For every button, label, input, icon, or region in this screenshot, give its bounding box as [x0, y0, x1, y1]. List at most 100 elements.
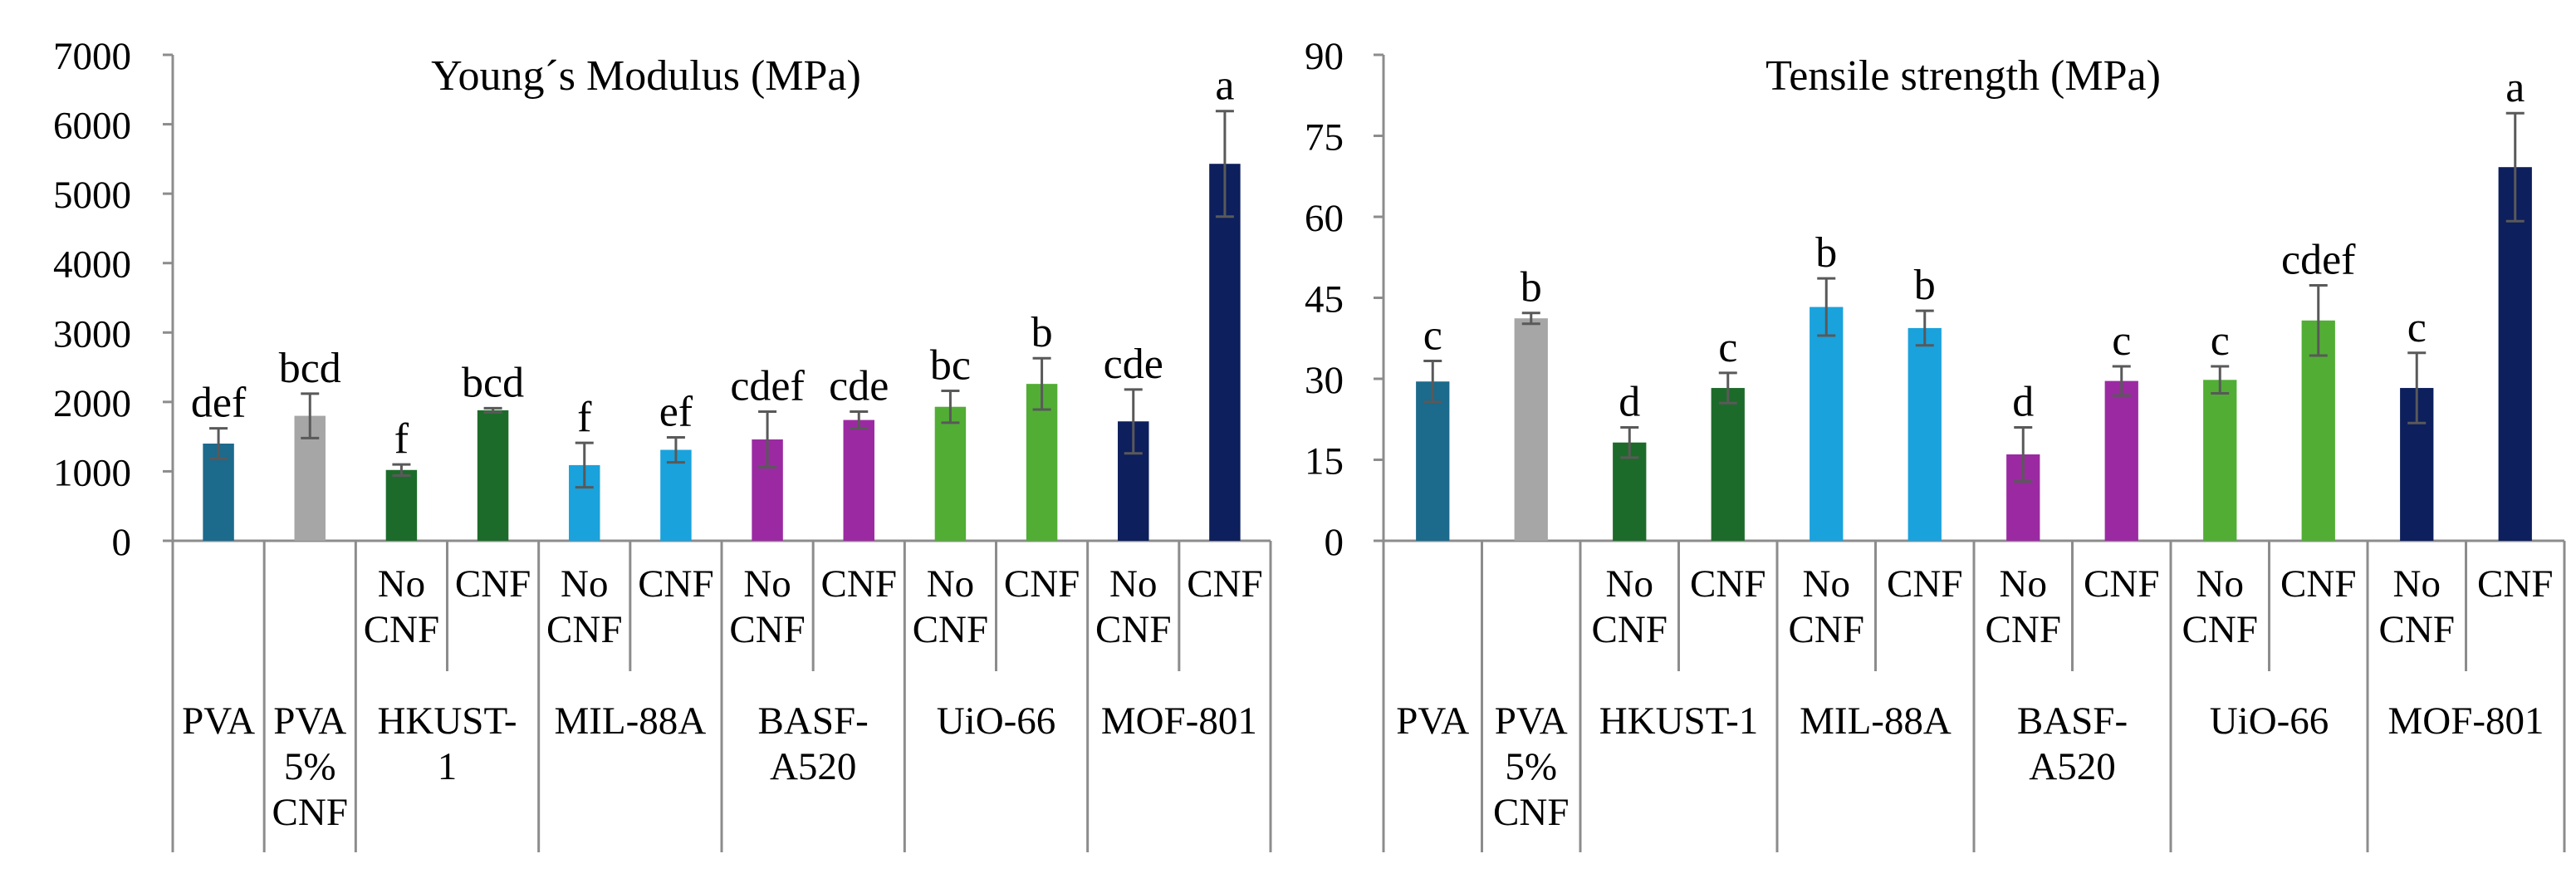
bar-sublabel: CNF — [2280, 562, 2356, 606]
group-label: HKUST-1 — [377, 699, 517, 788]
bar — [1613, 442, 1647, 541]
significance-letter: bcd — [462, 359, 524, 406]
group-label-line: MOF-801 — [2387, 699, 2544, 743]
bar-sublabel: No CNF — [364, 562, 439, 651]
group-label-line: CNF — [272, 791, 348, 834]
bar-sublabel-line: No — [1606, 562, 1653, 606]
y-tick-label: 0 — [112, 521, 132, 564]
bar — [1711, 388, 1745, 541]
group-label-line: PVA — [1396, 699, 1469, 743]
significance-letter: cde — [1104, 341, 1163, 388]
bar-sublabel-line: CNF — [2379, 608, 2455, 651]
group-label-line: PVA — [1495, 699, 1568, 743]
y-tick-label: 7000 — [53, 35, 131, 78]
group-label-line: UiO-66 — [937, 699, 1056, 743]
bar-sublabel-line: CNF — [1789, 608, 1864, 651]
group-label: MOF-801 — [1101, 699, 1257, 743]
bar — [660, 449, 692, 541]
bar — [1209, 164, 1241, 541]
bar-sublabel-line: CNF — [913, 608, 988, 651]
group-label-line: 1 — [438, 745, 458, 788]
bar-sublabel: No CNF — [546, 562, 622, 651]
y-tick-label: 4000 — [53, 243, 131, 287]
group-label: UiO-66 — [937, 699, 1056, 743]
group-label: PVA 5% CNF — [272, 699, 348, 834]
bar-sublabel-line: CNF — [2084, 562, 2159, 606]
bar-sublabel: No CNF — [1986, 562, 2061, 651]
significance-letter: c — [2211, 317, 2230, 365]
bar — [1810, 307, 1844, 541]
bar — [2104, 380, 2138, 541]
group-label-line: MIL-88A — [554, 699, 706, 743]
group-label: BASF-A520 — [758, 699, 869, 788]
significance-letter: b — [1521, 264, 1542, 312]
bar-sublabel: No CNF — [913, 562, 988, 651]
bar-sublabel-line: No — [2393, 562, 2441, 606]
group-label-line: 5% — [1505, 745, 1557, 788]
group-label: MIL-88A — [554, 699, 706, 743]
significance-letter: cde — [829, 363, 889, 410]
bar-sublabel-line: CNF — [1887, 562, 1962, 606]
bar-sublabel-line: CNF — [638, 562, 713, 606]
y-tick-label: 2000 — [53, 382, 131, 425]
significance-letter: d — [2012, 379, 2034, 426]
bar-sublabel: CNF — [638, 562, 713, 606]
group-label-line: BASF- — [2017, 699, 2128, 743]
group-label: UiO-66 — [2210, 699, 2329, 743]
bar-sublabel-line: CNF — [1187, 562, 1262, 606]
group-label-line: MIL-88A — [1800, 699, 1952, 743]
bar — [1514, 318, 1548, 541]
group-label: HKUST-1 — [1599, 699, 1759, 743]
bar-sublabel-line: CNF — [1986, 608, 2061, 651]
significance-letter: bc — [930, 341, 971, 389]
significance-letter: b — [1815, 229, 1837, 277]
bar-sublabel: No CNF — [2379, 562, 2455, 651]
significance-letter: c — [2407, 304, 2427, 351]
bar — [2301, 320, 2335, 541]
bar-sublabel-line: No — [378, 562, 425, 606]
bar — [385, 469, 418, 541]
bar-sublabel-line: No — [2000, 562, 2047, 606]
group-label: MOF-801 — [2387, 699, 2544, 743]
group-label: PVA — [1396, 699, 1469, 743]
y-tick-label: 75 — [1305, 116, 1344, 159]
y-tick-label: 60 — [1305, 197, 1344, 240]
significance-letter: def — [191, 380, 247, 427]
significance-letter: c — [2112, 317, 2131, 365]
bar-sublabel-line: CNF — [546, 608, 622, 651]
bar-sublabel: CNF — [1004, 562, 1080, 606]
bar-sublabel-line: CNF — [364, 608, 439, 651]
group-label-line: MOF-801 — [1101, 699, 1257, 743]
y-tick-label: 15 — [1305, 440, 1344, 483]
significance-letter: b — [1031, 309, 1053, 356]
bar — [2203, 380, 2237, 541]
bar-sublabel: No CNF — [1095, 562, 1171, 651]
significance-letter: ef — [659, 388, 693, 435]
group-label: PVA — [182, 699, 255, 743]
chart-title: Young´s Modulus (MPa) — [431, 52, 861, 100]
bar-sublabel: No CNF — [2182, 562, 2258, 651]
bar-sublabel-line: CNF — [455, 562, 531, 606]
significance-letter: b — [1914, 262, 1936, 309]
bar-sublabel: CNF — [2477, 562, 2553, 606]
bar-sublabel-line: No — [927, 562, 974, 606]
group-label-line: CNF — [1493, 791, 1569, 834]
bar-sublabel-line: No — [2196, 562, 2244, 606]
significance-letter: cdef — [2281, 237, 2356, 284]
bar — [1908, 327, 1942, 541]
bar — [477, 410, 509, 541]
group-label: MIL-88A — [1800, 699, 1952, 743]
bar-sublabel-line: CNF — [1004, 562, 1080, 606]
youngs-modulus-chart: Young´s Modulus (MPa) 0 1000 2000 3000 4000 50… — [53, 35, 1272, 852]
y-tick-label: 5000 — [53, 174, 131, 217]
chart-title: Tensile strength (MPa) — [1765, 52, 2161, 100]
tensile-strength-chart: Tensile strength (MPa) 0 15 30 45 60 75 90 c b d No… — [1305, 35, 2566, 852]
bar-sublabel-line: No — [743, 562, 791, 606]
y-tick-label: 1000 — [53, 451, 131, 494]
bar-sublabel-line: CNF — [1690, 562, 1765, 606]
significance-letter: d — [1619, 379, 1640, 426]
y-tick-label: 6000 — [53, 105, 131, 148]
significance-letter: c — [1423, 312, 1442, 360]
bar-sublabel: CNF — [1887, 562, 1962, 606]
